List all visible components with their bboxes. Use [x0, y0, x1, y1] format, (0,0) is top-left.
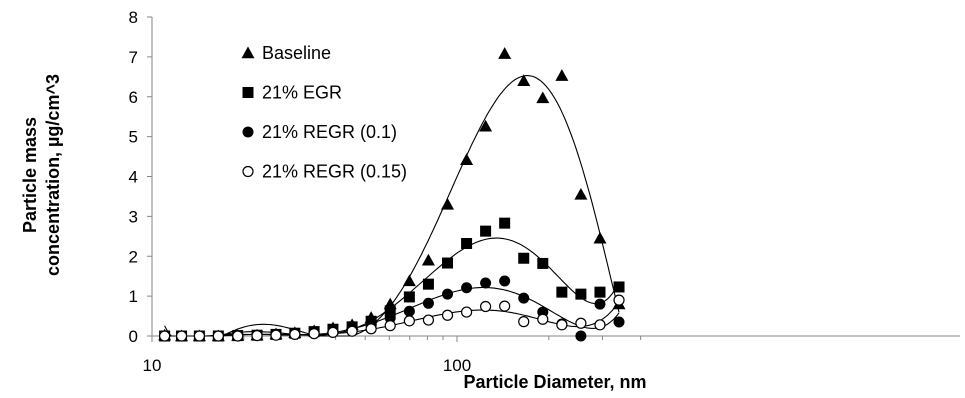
data-point [613, 281, 625, 293]
legend-label: 21% REGR (0.15) [262, 162, 407, 182]
data-point [556, 286, 568, 298]
legend-marker [242, 165, 254, 178]
data-point [365, 323, 377, 335]
series-3 [159, 294, 625, 342]
data-point [575, 317, 587, 329]
data-point [441, 309, 454, 321]
y-tick-label: 1 [129, 287, 138, 306]
legend-label: Baseline [262, 43, 331, 63]
plot-area: 0 1 2 3 4 5 6 7 8 10 100 [129, 8, 960, 375]
data-point [461, 282, 473, 294]
y-tick-label: 5 [129, 128, 138, 147]
y-axis-title-line2: concentration, µg/cm^3 [43, 74, 63, 276]
data-point [517, 74, 531, 86]
data-point [159, 330, 171, 342]
data-point [518, 292, 530, 304]
legend-marker [242, 87, 254, 98]
data-point [384, 320, 396, 332]
data-point [232, 330, 244, 342]
legend-marker [242, 126, 254, 138]
data-point [479, 119, 493, 132]
data-point [308, 328, 320, 340]
data-point [518, 316, 530, 328]
trendline [164, 75, 620, 337]
data-point [460, 153, 474, 165]
data-point [575, 330, 587, 342]
legend-label: 21% EGR [262, 83, 342, 103]
data-point [442, 257, 454, 269]
x-tick-label: 100 [443, 356, 471, 375]
legend-label: 21% REGR (0.1) [262, 122, 397, 142]
data-point [442, 288, 454, 300]
data-point [499, 217, 511, 229]
data-point [480, 225, 492, 237]
y-axis-title-line1: Particle mass [20, 117, 40, 233]
y-tick-label: 7 [129, 48, 138, 67]
y-tick-label: 4 [129, 168, 138, 187]
data-point [480, 300, 492, 313]
data-point [499, 275, 511, 287]
data-point [384, 305, 396, 317]
data-point [422, 297, 434, 309]
data-point [575, 288, 587, 300]
data-point [289, 328, 301, 341]
y-tick-label: 0 [129, 327, 138, 346]
data-point [175, 330, 188, 342]
data-point [555, 69, 569, 81]
y-tick-label: 6 [129, 88, 138, 107]
data-point [270, 329, 282, 341]
data-point [498, 47, 512, 59]
data-point [403, 291, 415, 303]
data-point [594, 298, 606, 310]
data-point [460, 306, 473, 318]
data-point [193, 330, 205, 342]
data-point [499, 300, 511, 312]
data-point [574, 187, 588, 200]
data-point [518, 252, 530, 264]
data-point [536, 91, 550, 104]
data-point [251, 330, 263, 342]
legend: Baseline 21% EGR 21% REGR (0.1) 21% REGR (0… [241, 43, 407, 182]
data-point [594, 286, 606, 298]
data-point [537, 257, 549, 269]
data-point [403, 305, 415, 317]
y-tick-label: 2 [129, 247, 138, 266]
data-point [461, 237, 473, 249]
data-point [556, 319, 568, 331]
data-point [402, 274, 416, 287]
data-point [441, 197, 455, 210]
data-point [537, 313, 549, 325]
y-tick-label: 3 [129, 207, 138, 226]
data-point [480, 277, 492, 289]
data-point [327, 326, 339, 339]
data-point [421, 253, 435, 266]
y-tick-label: 8 [129, 8, 138, 27]
data-point [212, 330, 224, 342]
legend-marker [241, 46, 255, 59]
data-point [593, 231, 607, 244]
data-point [403, 315, 415, 327]
data-point [613, 294, 625, 306]
x-tick-label: 10 [143, 356, 162, 375]
data-point [422, 278, 434, 290]
data-point [346, 325, 358, 337]
data-point [422, 314, 435, 326]
series-0 [158, 47, 626, 342]
data-point [594, 319, 606, 331]
x-axis-title: Particle Diameter, nm [463, 372, 646, 392]
data-point [613, 316, 625, 328]
